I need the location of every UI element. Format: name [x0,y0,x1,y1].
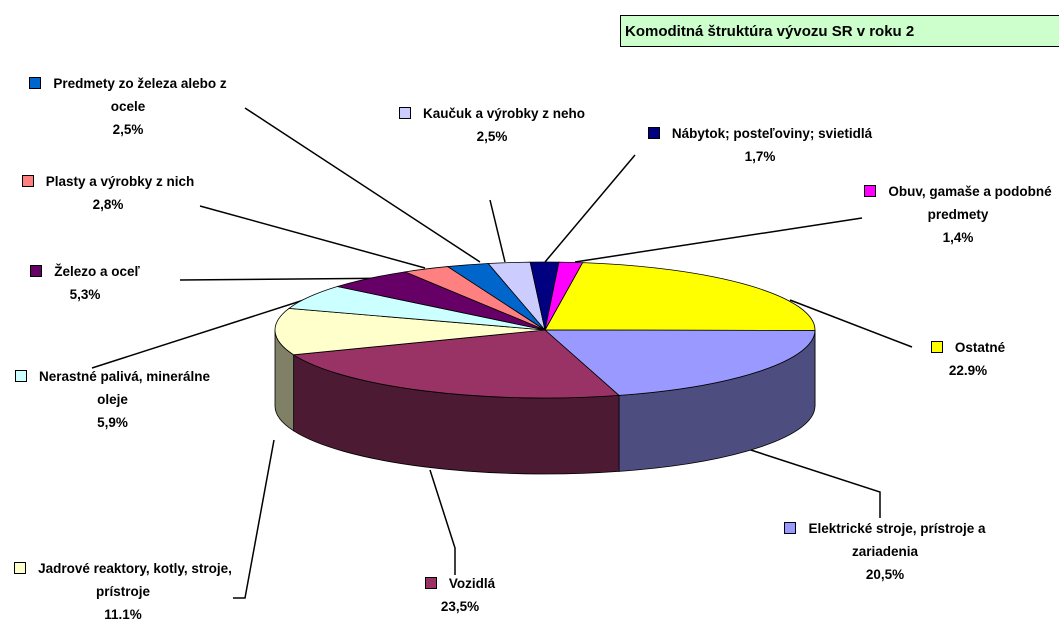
slice [274,307,546,356]
leader-line [489,199,506,263]
legend-swatch [29,77,42,89]
value-label: 2,5% [476,129,508,144]
category-label: Vozidlá [448,576,496,591]
leader-line [719,439,881,518]
slice [543,329,816,396]
slice [544,262,816,331]
data-label: Kaučuk a výrobky z neho 2,5% [372,102,612,148]
legend-swatch [784,522,797,534]
category-label: Elektrické stroje, prístroje a zariadeni… [808,521,986,559]
data-label: Nábytok; posteľoviny; svietidlá 1,7% [645,122,875,168]
data-label: Plasty a výrobky z nich 2,8% [3,170,213,216]
value-label: 23,5% [440,599,480,614]
legend-swatch [30,265,43,277]
leader-line [544,154,636,263]
leader-line [233,439,275,599]
legend-swatch [424,577,437,589]
legend-swatch [14,370,27,382]
value-label: 5,9% [97,415,128,430]
value-label: 5,3% [69,287,101,302]
chart-title: Komoditná štruktúra vývozu SR v roku 2 [620,15,1059,47]
data-label: Obuv, gamaše a podobné predmety 1,4% [858,180,1058,249]
data-label: Železo a oceľ 5,3% [10,260,160,306]
leader-line [429,469,456,575]
category-label: Kaučuk a výrobky z neho [422,106,586,121]
category-label: Obuv, gamaše a podobné predmety [888,184,1052,222]
category-label: Nerastné palivá, minerálne oleje [38,369,211,407]
value-label: 2,5% [112,122,144,137]
data-label: Elektrické stroje, prístroje a zariadeni… [770,517,1000,586]
leader-line [574,217,863,263]
value-label: 20,5% [865,567,905,582]
legend-swatch [864,185,877,197]
legend-swatch [398,107,411,119]
value-label: 2,8% [92,197,124,212]
category-label: Jadrové reaktory, kotly, stroje, prístro… [38,561,232,599]
category-label: Železo a oceľ [54,264,140,279]
data-label: Vozidlá 23,5% [395,572,525,618]
leader-line [91,297,311,369]
data-label: Predmety zo železa alebo z ocele 2,5% [12,72,244,141]
leader-line [199,205,426,269]
leader-line [789,299,913,348]
value-label: 22.9% [948,363,988,378]
category-label: Predmety zo železa alebo z ocele [53,76,227,114]
legend-swatch [930,341,943,353]
leader-line [244,107,481,263]
value-label: 11.1% [104,607,142,622]
category-label: Ostatné [954,340,1006,355]
data-label: Jadrové reaktory, kotly, stroje, prístro… [8,557,238,626]
data-label: Ostatné 22.9% [918,336,1018,382]
value-label: 1,7% [744,149,776,164]
value-label: 1,4% [942,230,974,245]
legend-swatch [14,562,27,574]
slice [544,261,584,331]
data-label: Nerastné palivá, minerálne oleje 5,9% [10,365,215,434]
category-label: Plasty a výrobky z nich [45,174,195,189]
legend-swatch [647,127,660,139]
category-label: Nábytok; posteľoviny; svietidlá [671,126,873,141]
legend-swatch [21,175,34,187]
